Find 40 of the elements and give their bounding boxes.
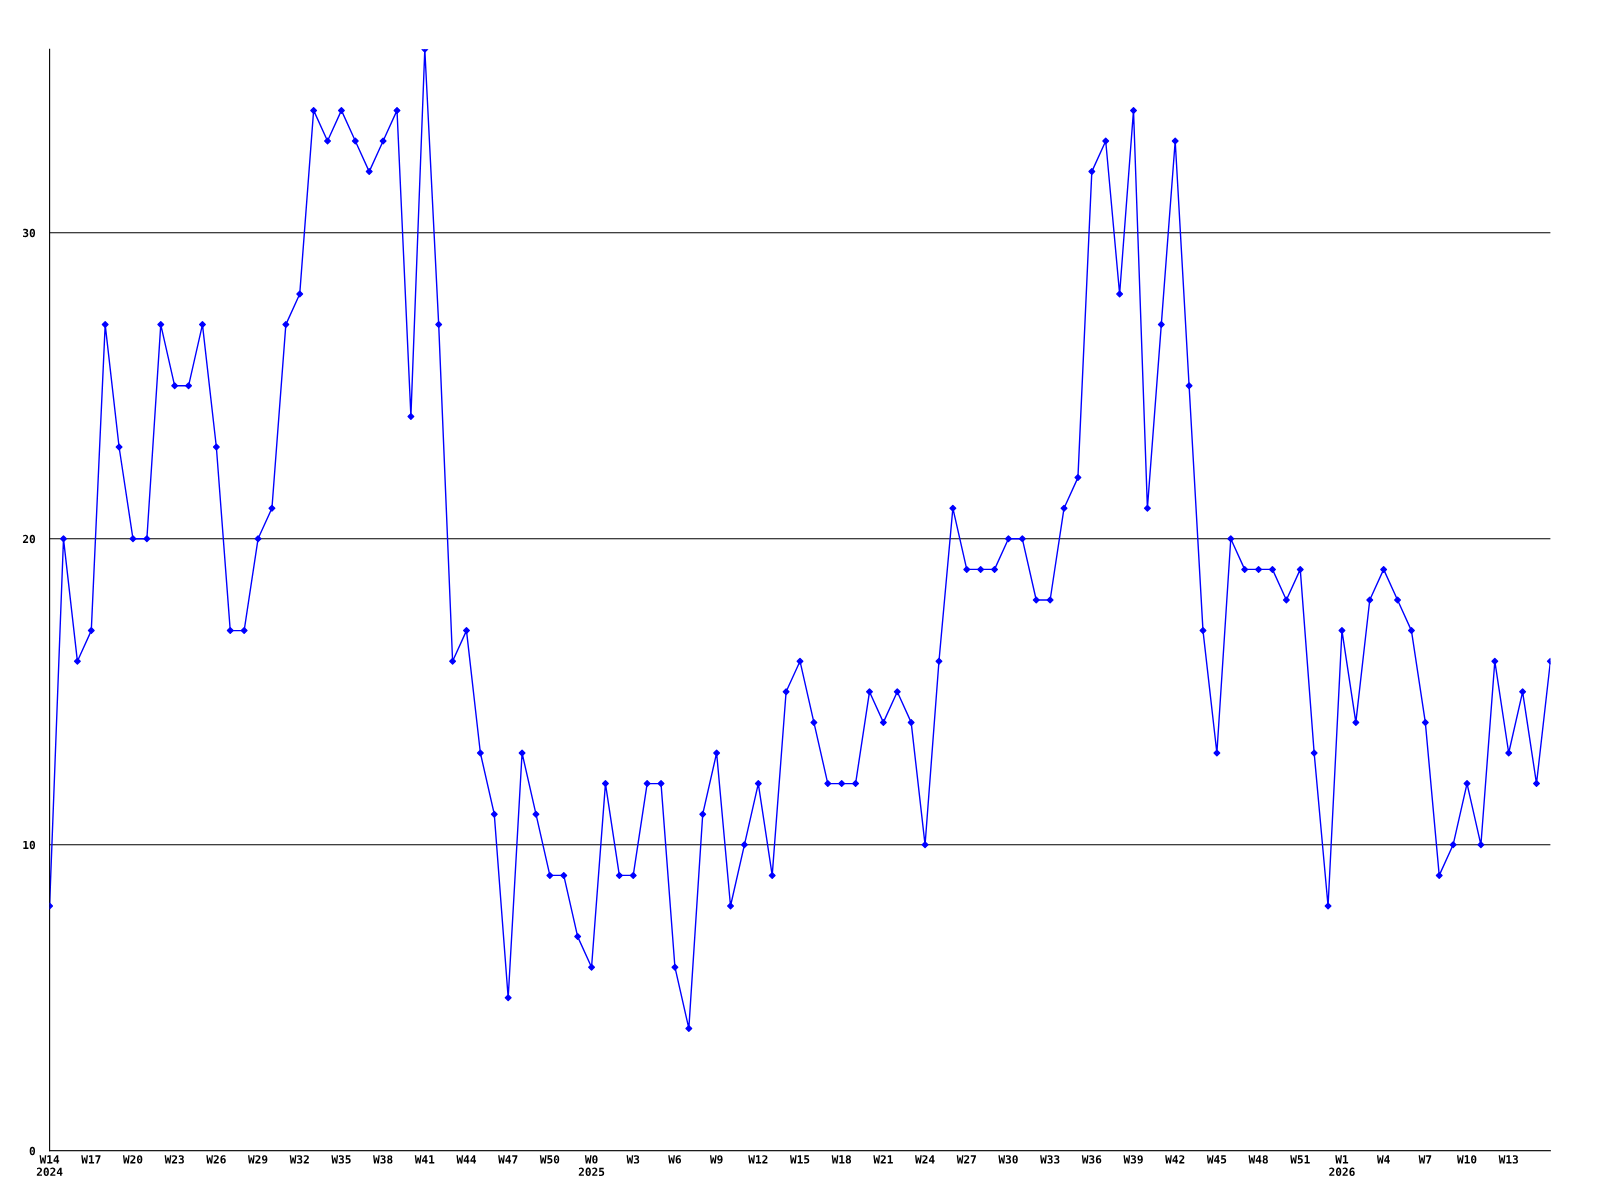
x-tick-label: W44 — [456, 1155, 477, 1164]
x-tick-label: W18 — [831, 1155, 852, 1164]
y-tick-label: 10 — [23, 840, 36, 850]
x-tick-label: W17 — [81, 1155, 101, 1164]
x-tick-label: W38 — [373, 1155, 393, 1164]
y-tick-label: 20 — [22, 534, 36, 544]
x-tick-label: W10 — [1456, 1155, 1477, 1164]
x-tick-label: W21 — [873, 1155, 893, 1164]
x-tick-label: W42 — [1165, 1155, 1185, 1164]
x-tick-label: W29 — [248, 1155, 268, 1164]
x-tick-label: W30 — [998, 1155, 1018, 1164]
x-tick-label: W45 — [1206, 1155, 1227, 1164]
x-tick-label: W14 2024 — [36, 1155, 63, 1177]
x-tick-label: W51 — [1290, 1155, 1310, 1164]
x-tick-label: W9 — [709, 1155, 723, 1164]
x-tick-label: W20 — [122, 1155, 143, 1164]
x-tick-label: W6 — [668, 1155, 682, 1164]
x-tick-label: W47 — [498, 1155, 518, 1164]
x-tick-label: W39 — [1123, 1155, 1143, 1164]
x-tick-label: W32 — [289, 1155, 309, 1164]
x-tick-label: W0 2025 — [578, 1155, 605, 1177]
x-tick-label: W4 — [1376, 1155, 1390, 1164]
x-tick-label: W36 — [1081, 1155, 1102, 1164]
x-tick-label: W23 — [164, 1155, 184, 1164]
x-tick-label: W7 — [1418, 1155, 1432, 1164]
x-tick-label: W13 — [1498, 1155, 1519, 1164]
x-tick-label: W35 — [331, 1155, 351, 1164]
x-tick-label: W15 — [789, 1155, 810, 1164]
x-tick-label: W41 — [414, 1155, 435, 1164]
x-tick-label: W48 — [1248, 1155, 1268, 1164]
x-tick-label: W33 — [1040, 1155, 1060, 1164]
y-tick-label: 0 — [29, 1146, 36, 1156]
x-tick-label: W3 — [626, 1155, 640, 1164]
x-tick-label: W50 — [539, 1155, 560, 1164]
x-tick-label: W26 — [206, 1155, 226, 1164]
y-tick-label: 30 — [23, 228, 36, 238]
x-tick-label: W1 2026 — [1329, 1155, 1355, 1177]
x-tick-label: W24 — [915, 1155, 935, 1164]
x-tick-label: W27 — [956, 1155, 976, 1164]
x-tick-label: W12 — [748, 1155, 768, 1164]
